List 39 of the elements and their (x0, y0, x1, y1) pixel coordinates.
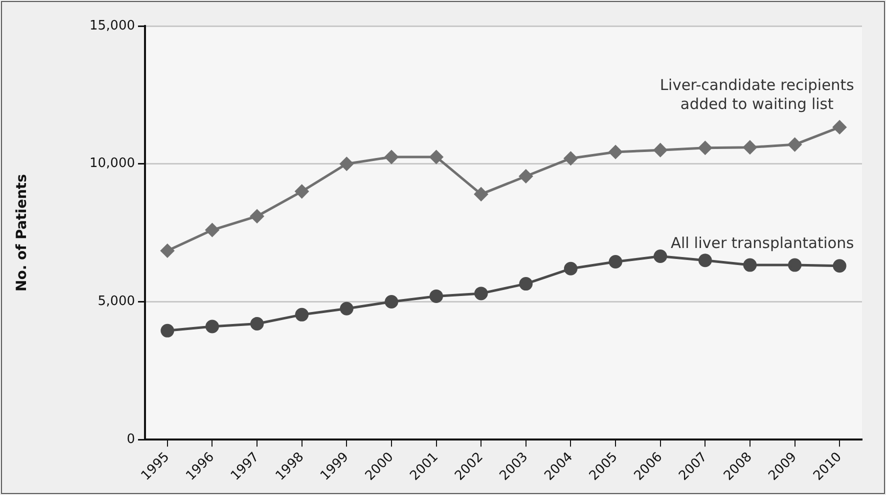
point (698, 254, 712, 268)
point (250, 317, 264, 331)
point (832, 120, 846, 134)
y-tick-label: 0 (126, 432, 135, 447)
y-tick-label: 10,000 (90, 156, 135, 172)
point (832, 259, 846, 273)
point (564, 262, 578, 276)
point (654, 249, 668, 263)
point (743, 140, 757, 154)
y-tick-label: 15,000 (90, 18, 135, 34)
y-axis-title: No. of Patients (14, 174, 30, 292)
point (295, 308, 309, 322)
point (384, 294, 398, 308)
point (295, 184, 309, 198)
point (564, 152, 578, 166)
point (430, 150, 444, 164)
y-tick-label: 5,000 (98, 294, 135, 310)
point (788, 138, 802, 152)
series-label: Liver-candidate recipients added to waiting list (660, 76, 854, 114)
point (340, 157, 354, 171)
point (205, 223, 219, 237)
point (654, 143, 668, 157)
point (519, 170, 533, 184)
point (340, 302, 354, 316)
point (160, 244, 174, 258)
series-label: All liver transplantations (670, 234, 854, 252)
point (698, 141, 712, 155)
point (250, 209, 264, 223)
point (474, 286, 488, 300)
point (788, 258, 802, 272)
point (384, 150, 398, 164)
point (608, 145, 622, 159)
point (743, 258, 757, 272)
point (474, 187, 488, 201)
point (430, 289, 444, 303)
point (519, 277, 533, 291)
point (205, 320, 219, 334)
point (608, 254, 622, 268)
point (160, 324, 174, 338)
